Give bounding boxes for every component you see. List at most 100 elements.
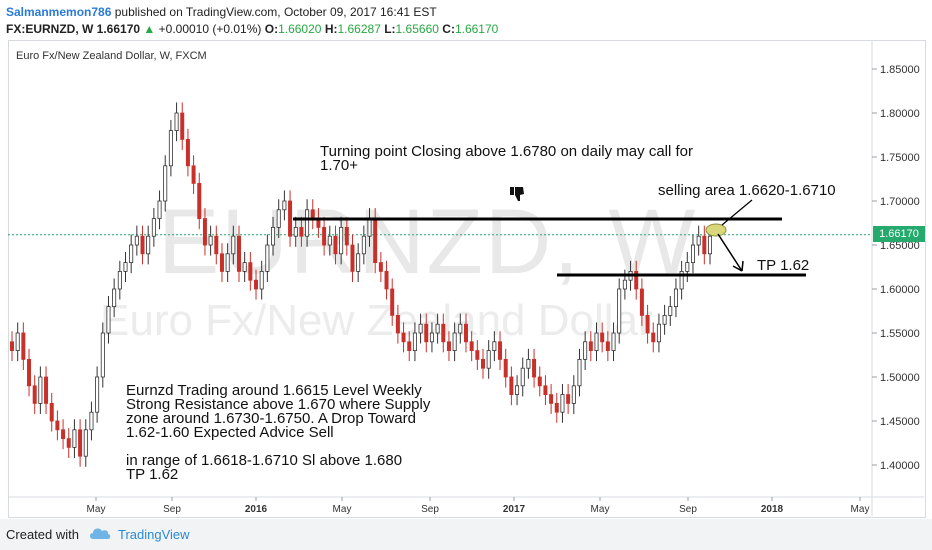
candle-body (378, 262, 383, 272)
open-value: 1.66020 (278, 22, 322, 36)
turning-point-note: Turning point Closing above 1.6780 on da… (320, 143, 693, 173)
tp-note: TP 1.62 (757, 257, 810, 274)
current-price-badge: 1.66170 (873, 226, 925, 242)
candle-body (407, 341, 412, 351)
time-axis-label: May (333, 504, 352, 515)
candle-body (236, 235, 241, 272)
footer-bar: Created with TradingView (0, 519, 932, 550)
tradingview-link[interactable]: TradingView (118, 527, 190, 542)
candle-body (469, 341, 474, 351)
candle-body (214, 235, 219, 255)
candle-body (168, 130, 173, 167)
candle-body (32, 385, 37, 404)
candle-body (293, 226, 298, 237)
open-label: O: (264, 22, 279, 36)
author-link[interactable]: Salmanmemon786 (6, 5, 112, 19)
candle-body (594, 332, 599, 352)
candle-body (571, 385, 576, 404)
candle-body (668, 306, 673, 316)
publish-text: published on TradingView.com, October 09… (111, 5, 437, 19)
candle-body (435, 323, 440, 334)
candle-body (588, 341, 593, 351)
candle-body (373, 218, 378, 264)
candle-body (174, 112, 179, 132)
tradingview-cloud-icon (90, 528, 111, 539)
time-axis-label: May (851, 504, 870, 515)
candle-body (702, 235, 707, 255)
candle-body (418, 323, 423, 334)
price-axis-label: 1.45000 (880, 416, 920, 428)
candle-body (367, 218, 372, 237)
price-change: +0.00010 (+0.01%) (158, 22, 262, 36)
candle-body (276, 209, 281, 228)
candle-body (231, 235, 236, 255)
candle-body (446, 341, 451, 351)
candle-body (83, 429, 88, 457)
price-axis-label: 1.60000 (880, 284, 920, 296)
candle-body (498, 341, 503, 360)
candle-body (95, 376, 100, 413)
time-axis-label: 2016 (245, 504, 268, 515)
candle-body (651, 332, 656, 343)
last-price: 1.66170 (96, 22, 141, 36)
candle-body (112, 288, 117, 308)
candle-body (305, 209, 310, 237)
candle-body (520, 367, 525, 387)
candle-body (254, 279, 259, 290)
candle-body (15, 332, 20, 352)
candle-body (225, 253, 230, 272)
candle-body (180, 112, 185, 140)
price-axis-label: 1.65000 (880, 240, 920, 252)
candle-body (611, 332, 616, 352)
analysis-line6: TP 1.62 (126, 466, 179, 483)
candle-body (310, 209, 315, 220)
candle-body (21, 332, 26, 360)
candle-body (605, 341, 610, 351)
candle-body (634, 270, 639, 290)
candle-body (486, 350, 491, 369)
candle-body (185, 138, 190, 167)
quote-row: FX:EURNZD, W 1.66170 ▲ +0.00010 (+0.01%)… (6, 22, 498, 36)
candle-body (89, 411, 94, 431)
candle-body (662, 314, 667, 325)
candle-body (66, 438, 71, 448)
candle-body (515, 385, 520, 395)
symbol-label: FX:EURNZD, W (6, 22, 94, 36)
candle-body (549, 394, 554, 404)
selling-area-marker (705, 223, 727, 237)
candle-body (685, 262, 690, 272)
candle-body (424, 323, 429, 343)
header-bar: Salmanmemon786 published on TradingView.… (0, 0, 932, 38)
candle-body (344, 226, 349, 246)
candle-body (356, 253, 361, 272)
candle-body (401, 332, 406, 343)
projection-arrowhead (732, 260, 744, 272)
symbol-title: Euro Fx/New Zealand Dollar, W, FXCM (16, 50, 207, 62)
candle-body (390, 288, 395, 316)
candle-body (583, 341, 588, 360)
close-value: 1.66170 (454, 22, 499, 36)
candle-body (696, 235, 701, 246)
analysis-line1: Eurnzd Trading around 1.6615 Level Weekl… (126, 382, 422, 399)
candle-body (481, 358, 486, 369)
candle-body (129, 244, 134, 264)
candle-body (78, 429, 83, 457)
analysis-line5: in range of 1.6618-1.6710 Sl above 1.680 (126, 452, 403, 469)
candle-body (61, 429, 66, 439)
candle-body (503, 358, 508, 378)
candle-body (72, 429, 77, 448)
candle-body (645, 314, 650, 334)
projection-arrow (717, 233, 743, 272)
candle-body (350, 244, 355, 272)
chart-area[interactable] (8, 40, 926, 518)
candle-body (55, 420, 60, 431)
candle-body (395, 314, 400, 334)
candle-body (441, 323, 446, 343)
candle-body (452, 332, 457, 352)
analysis-note: Eurnzd Trading around 1.6615 Level Weekl… (126, 382, 430, 483)
candle-body (708, 235, 713, 255)
price-axis-label: 1.85000 (880, 64, 920, 76)
candle-body (617, 288, 622, 334)
turning-point-line1: Turning point Closing above 1.6780 on da… (320, 143, 693, 160)
